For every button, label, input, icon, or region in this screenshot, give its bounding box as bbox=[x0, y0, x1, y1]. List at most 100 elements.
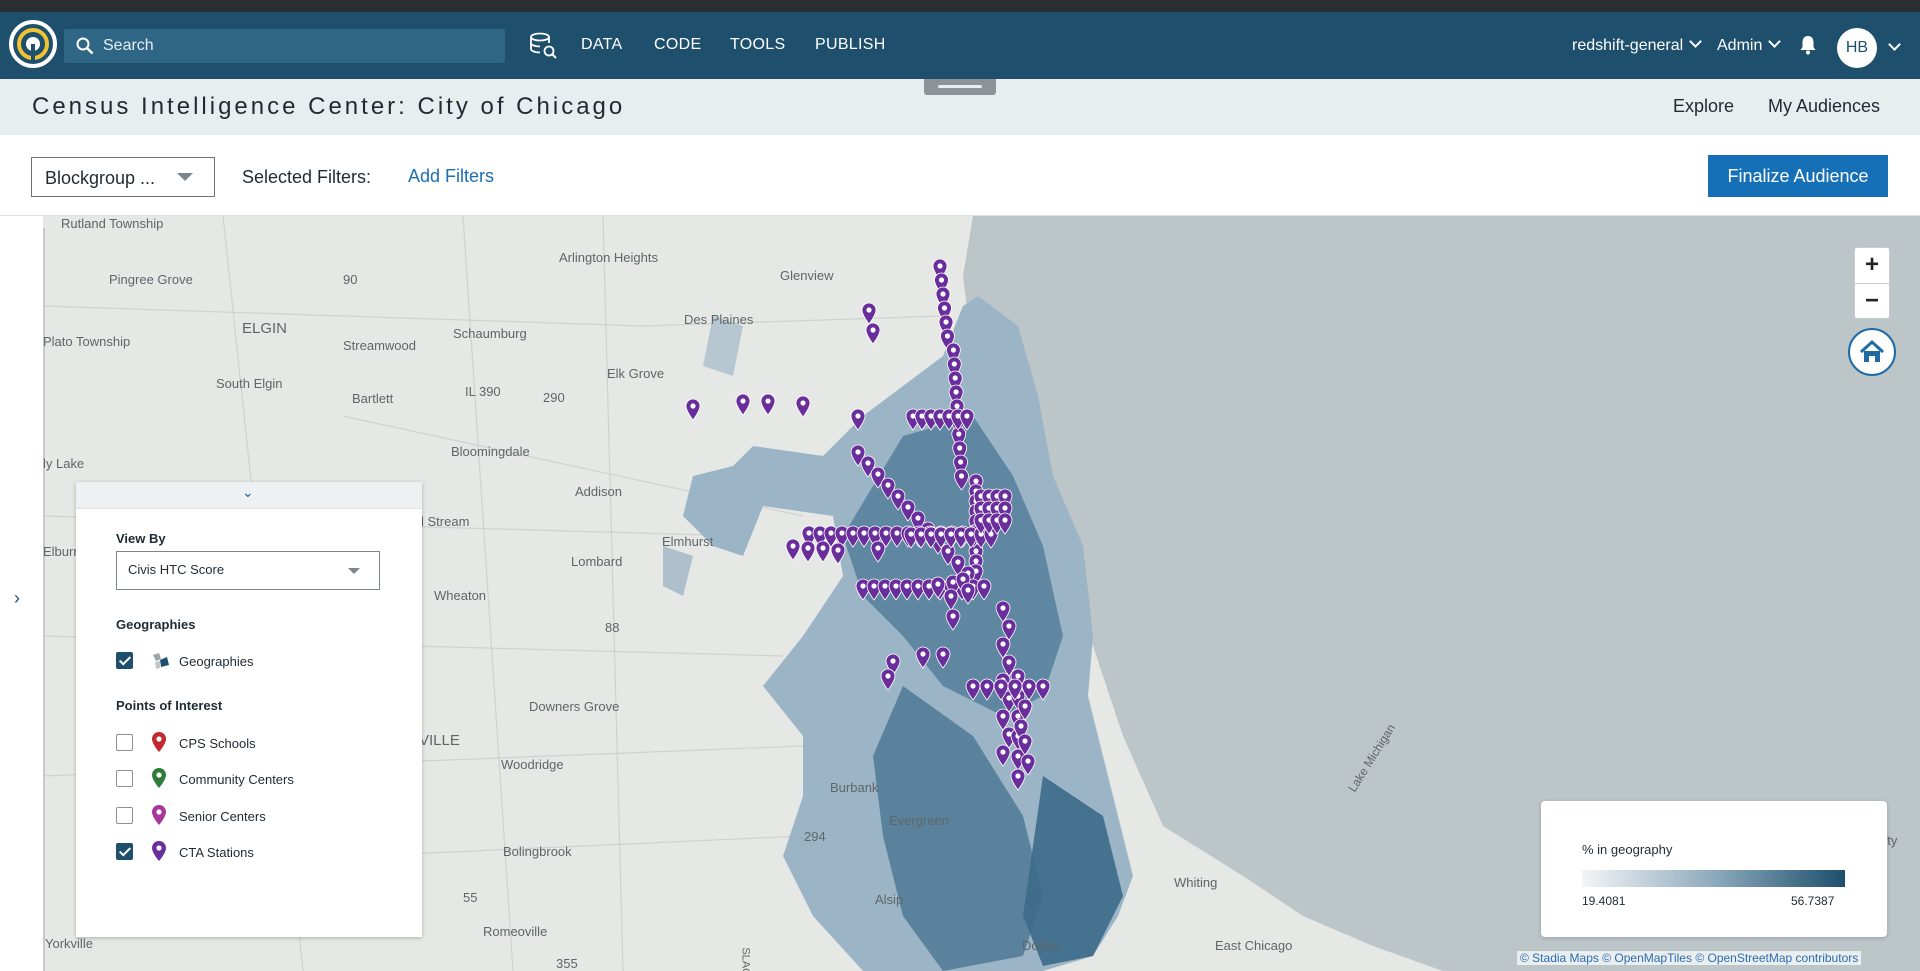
cta-station-marker[interactable] bbox=[915, 646, 931, 669]
cta-station-marker[interactable] bbox=[889, 525, 905, 548]
role-menu[interactable]: Admin bbox=[1717, 35, 1782, 55]
cta-station-marker[interactable] bbox=[1035, 678, 1051, 701]
civis-logo-icon[interactable] bbox=[8, 19, 58, 69]
zoom-control: + − bbox=[1854, 247, 1890, 319]
cta-station-marker[interactable] bbox=[865, 322, 881, 345]
community-centers-checkbox[interactable] bbox=[116, 770, 133, 787]
cta-station-marker[interactable] bbox=[943, 588, 959, 611]
map-attribution[interactable]: © Stadia Maps © OpenMapTiles © OpenStree… bbox=[1517, 951, 1862, 965]
zoom-in-button[interactable]: + bbox=[1864, 251, 1879, 278]
cta-station-marker[interactable] bbox=[785, 538, 801, 561]
cta-station-marker[interactable] bbox=[995, 600, 1011, 623]
database-search-icon[interactable] bbox=[528, 31, 558, 61]
tab-explore[interactable]: Explore bbox=[1673, 96, 1735, 116]
chevron-down-icon[interactable] bbox=[1888, 38, 1901, 51]
cta-station-marker[interactable] bbox=[880, 668, 896, 691]
cta-station-marker[interactable] bbox=[685, 398, 701, 421]
map-label: Elk Grove bbox=[607, 366, 665, 381]
cta-stations-checkbox[interactable] bbox=[116, 843, 133, 860]
map-label: Yorkville bbox=[45, 936, 93, 951]
cta-station-marker[interactable] bbox=[959, 408, 975, 431]
map-label: ELGIN bbox=[242, 320, 288, 337]
cta-station-marker[interactable] bbox=[735, 393, 751, 416]
cta-station-marker[interactable] bbox=[845, 525, 861, 548]
workspace-menu[interactable]: redshift-general bbox=[1572, 35, 1703, 55]
cta-station-marker[interactable] bbox=[866, 578, 882, 601]
chevron-right-icon: › bbox=[14, 588, 20, 608]
search-input[interactable]: Search bbox=[64, 29, 505, 63]
cta-station-marker[interactable] bbox=[795, 395, 811, 418]
map-pin-icon bbox=[152, 841, 166, 861]
map-label: l Stream bbox=[421, 514, 470, 529]
map-label: 290 bbox=[543, 390, 565, 405]
cta-station-marker[interactable] bbox=[850, 408, 866, 431]
cta-station-marker[interactable] bbox=[830, 542, 846, 565]
avatar[interactable]: HB bbox=[1837, 28, 1877, 68]
left-sidebar-toggle[interactable]: › bbox=[0, 216, 44, 971]
cta-station-marker[interactable] bbox=[1001, 618, 1017, 641]
cta-station-marker[interactable] bbox=[1020, 753, 1036, 776]
cta-station-marker[interactable] bbox=[993, 678, 1009, 701]
cta-station-marker[interactable] bbox=[930, 576, 946, 599]
map-label: Des Plaines bbox=[684, 312, 754, 327]
cta-station-marker[interactable] bbox=[815, 540, 831, 563]
cta-station-marker[interactable] bbox=[997, 512, 1013, 535]
map-label: 55 bbox=[463, 890, 478, 905]
cta-station-marker[interactable] bbox=[954, 468, 969, 491]
cta-station-marker[interactable] bbox=[945, 608, 961, 631]
legend-gradient bbox=[1582, 870, 1845, 887]
home-button[interactable] bbox=[1848, 328, 1896, 376]
cta-station-marker[interactable] bbox=[861, 302, 877, 325]
cta-station-marker[interactable] bbox=[995, 708, 1011, 731]
cta-station-marker[interactable] bbox=[1001, 654, 1017, 677]
cta-station-marker[interactable] bbox=[856, 525, 872, 548]
cta-station-marker[interactable] bbox=[899, 578, 915, 601]
map-label: Alsip bbox=[875, 892, 904, 907]
cta-station-marker[interactable] bbox=[888, 578, 904, 601]
finalize-audience-button[interactable]: Finalize Audience bbox=[1708, 155, 1888, 197]
chevron-down-icon bbox=[1768, 35, 1782, 48]
cta-station-marker[interactable] bbox=[1017, 698, 1033, 721]
geography-level-select[interactable]: Blockgroup ... bbox=[31, 157, 215, 197]
map-label: Lombard bbox=[571, 554, 623, 569]
cta-station-marker[interactable] bbox=[823, 525, 839, 548]
cta-station-marker[interactable] bbox=[995, 744, 1011, 767]
cta-station-marker[interactable] bbox=[878, 525, 894, 548]
geographies-checkbox[interactable] bbox=[116, 652, 133, 669]
cta-station-marker[interactable] bbox=[1021, 678, 1037, 701]
map-label: East Chicago bbox=[1215, 938, 1293, 953]
nav-publish[interactable]: PUBLISH bbox=[815, 36, 886, 53]
cps-schools-checkbox[interactable] bbox=[116, 734, 133, 751]
cta-station-marker[interactable] bbox=[834, 525, 850, 548]
cta-station-marker[interactable] bbox=[1007, 678, 1023, 701]
cta-station-marker[interactable] bbox=[877, 578, 893, 601]
nav-code[interactable]: CODE bbox=[654, 36, 702, 53]
cta-station-marker[interactable] bbox=[1010, 768, 1026, 791]
collapse-handle[interactable] bbox=[924, 79, 996, 95]
cta-station-marker[interactable] bbox=[965, 678, 981, 701]
nav-tools[interactable]: TOOLS bbox=[730, 36, 786, 53]
zoom-out-button[interactable]: − bbox=[1855, 283, 1889, 319]
map-label: Bolingbrook bbox=[503, 844, 572, 859]
map-label: Wheaton bbox=[434, 588, 487, 603]
cta-station-marker[interactable] bbox=[870, 540, 886, 563]
nav-data[interactable]: DATA bbox=[581, 36, 623, 53]
cta-station-marker[interactable] bbox=[976, 578, 992, 601]
panel-collapse-bar[interactable]: ⌄ bbox=[76, 482, 422, 509]
map-label: South Elgin bbox=[216, 376, 283, 391]
view-by-select[interactable]: Civis HTC Score bbox=[116, 551, 380, 590]
cta-station-marker[interactable] bbox=[760, 393, 776, 416]
cta-station-marker[interactable] bbox=[979, 678, 995, 701]
bell-icon[interactable] bbox=[1799, 35, 1817, 55]
cta-station-marker[interactable] bbox=[800, 540, 816, 563]
map-label: Bartlett bbox=[352, 391, 394, 406]
cta-station-marker[interactable] bbox=[960, 582, 976, 605]
add-filters-link[interactable]: Add Filters bbox=[408, 166, 495, 186]
cta-station-marker[interactable] bbox=[995, 636, 1011, 659]
cta-station-marker[interactable] bbox=[855, 578, 871, 601]
cta-station-marker[interactable] bbox=[910, 578, 926, 601]
cta-station-marker[interactable] bbox=[935, 646, 951, 669]
cta-station-marker[interactable] bbox=[1017, 733, 1033, 756]
senior-centers-checkbox[interactable] bbox=[116, 807, 133, 824]
tab-my-audiences[interactable]: My Audiences bbox=[1768, 96, 1881, 116]
